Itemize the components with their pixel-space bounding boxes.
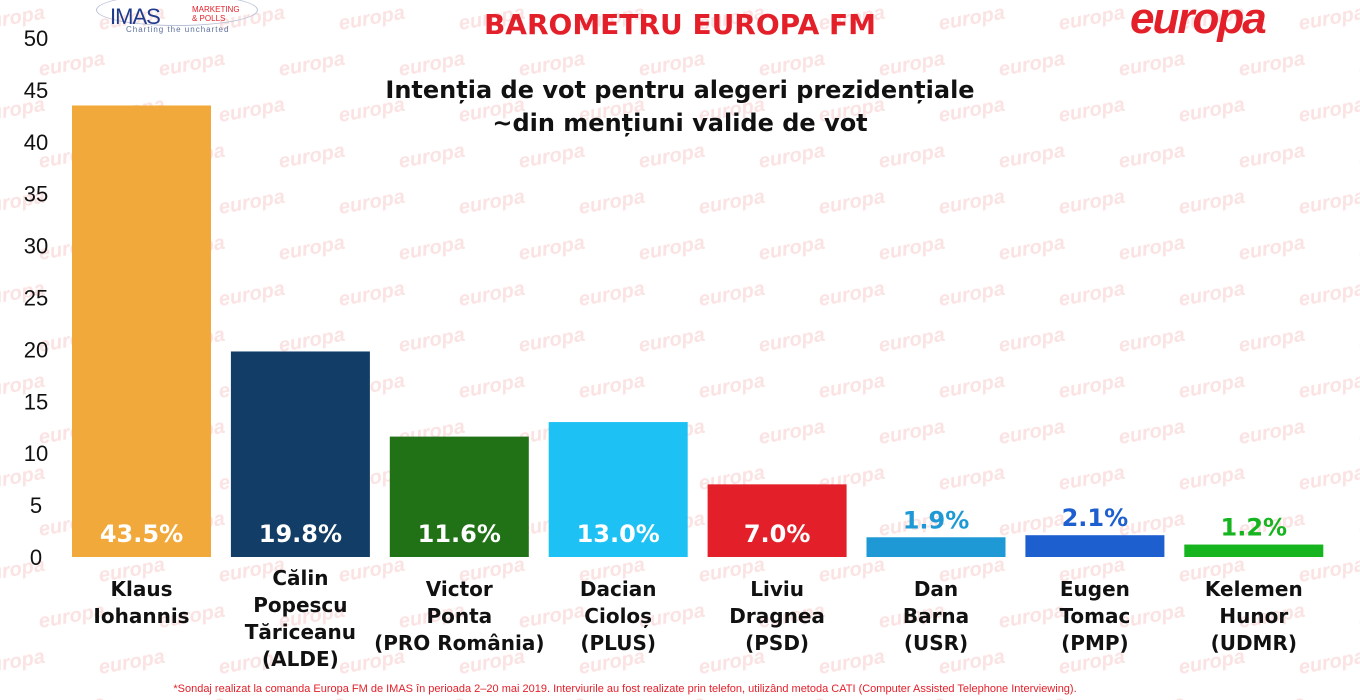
brand-title: BAROMETRU EUROPA FM xyxy=(483,8,877,41)
watermark-text: europa xyxy=(1357,232,1360,265)
category-label-line: Popescu xyxy=(253,593,347,617)
europa-fm-logo-superscript: fm xyxy=(1214,0,1230,11)
bar xyxy=(866,537,1006,557)
category-label-line: Tăriceanu xyxy=(245,620,356,644)
bar-value-label: 1.2% xyxy=(1221,514,1288,542)
category-label-line: (PRO România) xyxy=(374,631,544,655)
category-label-line: Victor xyxy=(426,577,493,601)
category-label-line: Ponta xyxy=(426,604,492,628)
category-label-line: Dragnea xyxy=(729,604,825,628)
bar xyxy=(230,351,370,557)
category-label: Dacian Cioloș (PLUS) xyxy=(580,577,657,655)
y-tick-label: 50 xyxy=(24,26,48,51)
bar-value-label: 11.6% xyxy=(418,520,501,548)
y-tick-label: 5 xyxy=(30,493,42,518)
category-label: Eugen Tomac (PMP) xyxy=(1059,577,1130,655)
category-label: Victor Ponta (PRO România) xyxy=(374,577,544,655)
chart-title: Intenția de vot pentru alegeri prezidenț… xyxy=(385,76,975,104)
bar xyxy=(1184,544,1324,557)
imas-logo-name: IMAS xyxy=(110,4,161,29)
category-label-line: Dacian xyxy=(580,577,657,601)
bar-value-label: 43.5% xyxy=(100,520,183,548)
category-label-line: (ALDE) xyxy=(262,647,339,671)
category-label-line: (UDMR) xyxy=(1211,631,1297,655)
y-tick-label: 0 xyxy=(30,545,42,570)
bar xyxy=(548,422,688,557)
imas-logo-sub-polls: & POLLS xyxy=(192,14,226,23)
category-label-line: Eugen xyxy=(1060,577,1130,601)
y-tick-label: 20 xyxy=(24,337,48,362)
category-label: Klaus Iohannis xyxy=(93,577,189,628)
bar xyxy=(1025,535,1165,557)
imas-logo-tagline: Charting the uncharted xyxy=(126,25,230,34)
category-label-line: Cioloș xyxy=(584,604,652,628)
footnote: *Sondaj realizat la comanda Europa FM de… xyxy=(173,683,1077,695)
category-label-line: Hunor xyxy=(1219,604,1288,628)
y-tick-label: 40 xyxy=(24,130,48,155)
chart-subtitle: ~din mențiuni valide de vot xyxy=(492,109,868,137)
category-label-line: (PMP) xyxy=(1061,631,1129,655)
category-label-line: (USR) xyxy=(904,631,968,655)
bars: 43.5% Klaus Iohannis 19.8% Călin Popescu Tăric… xyxy=(72,105,1324,671)
y-tick-label: 10 xyxy=(24,441,48,466)
imas-logo: IMAS MARKETING & POLLS Charting the unch… xyxy=(96,0,258,34)
europa-fm-logo: europa fm xyxy=(1130,0,1310,43)
bar-value-label: 19.8% xyxy=(259,520,342,548)
y-tick-label: 35 xyxy=(24,182,48,207)
y-tick-label: 30 xyxy=(24,234,48,259)
watermark-text: europa xyxy=(1357,140,1360,173)
category-label: Kelemen Hunor (UDMR) xyxy=(1205,577,1303,655)
watermark-text: europa xyxy=(1357,416,1360,449)
category-label: Dan Barna (USR) xyxy=(903,577,969,655)
category-label-line: (PLUS) xyxy=(580,631,656,655)
bar-value-label: 7.0% xyxy=(744,520,811,548)
category-label-line: Călin xyxy=(272,566,328,590)
category-label-line: Iohannis xyxy=(93,604,189,628)
category-label: Călin Popescu Tăriceanu (ALDE) xyxy=(245,566,356,671)
bar xyxy=(707,484,847,557)
europa-fm-logo-wordmark: europa xyxy=(1130,0,1267,43)
chart-title-block: Intenția de vot pentru alegeri prezidenț… xyxy=(330,74,1030,140)
category-label-line: Barna xyxy=(903,604,969,628)
bar xyxy=(389,436,529,557)
imas-logo-sub-marketing: MARKETING xyxy=(192,5,240,14)
bar xyxy=(72,105,211,557)
category-label-line: Tomac xyxy=(1059,604,1130,628)
watermark-text: europa xyxy=(1357,324,1360,357)
y-tick-label: 25 xyxy=(24,286,48,311)
category-label-line: Kelemen xyxy=(1205,577,1303,601)
y-tick-label: 15 xyxy=(24,389,48,414)
watermark-text: europa xyxy=(1357,600,1360,633)
category-label-line: Klaus xyxy=(111,577,173,601)
bar-value-label: 1.9% xyxy=(903,506,970,534)
category-label-line: (PSD) xyxy=(745,631,809,655)
watermark-text: europa xyxy=(1357,508,1360,541)
y-tick-label: 45 xyxy=(24,78,48,103)
category-label-line: Liviu xyxy=(750,577,804,601)
bar-value-label: 2.1% xyxy=(1062,504,1129,532)
category-label-line: Dan xyxy=(914,577,958,601)
bar-value-label: 13.0% xyxy=(577,520,660,548)
watermark-text: europa xyxy=(1357,48,1360,81)
y-axis: 0 5 10 15 20 25 30 35 40 45 50 xyxy=(24,26,48,570)
category-label: Liviu Dragnea (PSD) xyxy=(729,577,825,655)
